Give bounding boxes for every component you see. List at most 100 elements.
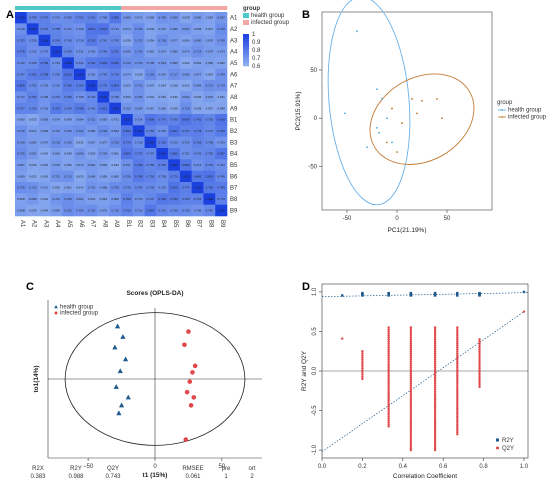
- perm-q2y-point: [387, 338, 390, 341]
- heatmap-cell-value: 0.726: [17, 152, 25, 156]
- heatmap-cell: [179, 125, 192, 137]
- heatmap-cell-value: 0.643: [41, 197, 49, 201]
- perm-q2y-point: [456, 392, 459, 396]
- heatmap-cell-value: 1.000: [52, 50, 60, 54]
- group-legend-label: health group: [251, 13, 285, 19]
- heatmap-cell: [15, 170, 28, 183]
- heatmap-cell-value: 0.753: [123, 208, 131, 212]
- perm-q2y-point: [456, 400, 459, 404]
- heatmap-cell: [38, 102, 51, 115]
- heatmap-cell: [109, 114, 122, 126]
- heatmap-cell: [191, 148, 204, 160]
- heatmap-cell-value: 0.632: [182, 61, 190, 65]
- heatmap-cell: [38, 182, 51, 194]
- color-scale-step: [243, 42, 249, 44]
- opls-point-health: [112, 344, 118, 350]
- opls-y-axis-label: to1(14%): [33, 365, 40, 392]
- pca-x-tick-label: -50: [343, 216, 352, 222]
- pca-point-infected: [441, 117, 443, 120]
- heatmap-cell-value: 0.725: [17, 186, 25, 190]
- heatmap-cell: [156, 193, 169, 205]
- heatmap-cell-value: 0.670: [76, 163, 84, 167]
- color-scale-step: [243, 45, 249, 48]
- heatmap-col-label: B6: [184, 220, 190, 228]
- group-bar-cell: [97, 6, 110, 10]
- perm-q2y-point: [456, 334, 459, 337]
- heatmap-cell-value: 0.687: [17, 163, 25, 167]
- heatmap-cell-value: 0.800: [170, 152, 178, 156]
- heatmap-cell-value: 0.701: [52, 197, 60, 201]
- heatmap-cell: [62, 204, 75, 217]
- heatmap-cell: [121, 57, 134, 69]
- heatmap-cell-value: 0.671: [41, 186, 49, 190]
- heatmap-cell: [156, 80, 169, 92]
- heatmap-cell: [203, 193, 216, 205]
- heatmap-cell-value: 0.718: [158, 38, 166, 42]
- pca-legend-swatch-dot: [501, 116, 503, 118]
- perm-q2y-point: [522, 310, 526, 313]
- perm-q2y-point: [433, 380, 437, 383]
- heatmap-cell: [203, 23, 216, 35]
- heatmap-cell: [156, 136, 169, 149]
- heatmap-cell-value: 0.680: [29, 140, 37, 144]
- heatmap-cell: [73, 23, 86, 35]
- heatmap-cell: [15, 148, 28, 160]
- heatmap-cell: [203, 12, 216, 24]
- pca-point-health: [376, 127, 378, 129]
- color-scale-step: [243, 56, 249, 59]
- heatmap-cell-value: 0.795: [206, 186, 214, 190]
- heatmap-cell-value: 0.637: [206, 106, 214, 110]
- heatmap-cell-value: 0.717: [17, 95, 25, 99]
- perm-q2y-point: [456, 354, 459, 357]
- perm-q2y-point: [433, 414, 437, 418]
- heatmap-cell: [156, 102, 169, 115]
- heatmap-cell-value: 0.630: [170, 95, 178, 99]
- perm-q2y-point: [409, 416, 413, 420]
- perm-q2y-point: [478, 342, 481, 345]
- heatmap-cell-value: 0.665: [111, 174, 119, 178]
- perm-q2y-point: [478, 377, 481, 380]
- perm-q2y-point: [433, 388, 437, 392]
- perm-q2y-point: [456, 402, 459, 406]
- group-bar-cell: [109, 6, 122, 10]
- heatmap-cell: [144, 34, 157, 47]
- heatmap-cell: [168, 91, 181, 103]
- heatmap-cell-value: 0.706: [217, 38, 225, 42]
- perm-q2y-point: [456, 408, 459, 412]
- heatmap-cell-value: 0.718: [135, 140, 143, 144]
- heatmap-cell-value: 1.000: [147, 140, 155, 144]
- heatmap-cell: [215, 12, 228, 24]
- heatmap-cell: [179, 91, 192, 103]
- heatmap-cell: [97, 102, 110, 115]
- heatmap-cell: [50, 57, 63, 69]
- heatmap-cell-value: 0.675: [100, 208, 108, 212]
- heatmap-cell: [132, 170, 145, 183]
- pca-legend-swatch-dot: [501, 109, 503, 111]
- heatmap-cell: [50, 91, 63, 103]
- perm-q2y-point: [433, 448, 437, 452]
- heatmap-cell-value: 0.718: [182, 106, 190, 110]
- heatmap-cell-value: 0.785: [217, 186, 225, 190]
- perm-x-tick-label: 1.0: [520, 464, 529, 470]
- heatmap-cell: [203, 148, 216, 160]
- perm-q2y-point: [433, 442, 437, 446]
- perm-q2y-point: [478, 344, 481, 347]
- heatmap-cell-value: 0.653: [123, 84, 131, 88]
- pca-point-infected: [411, 98, 413, 100]
- perm-q2y-point: [478, 379, 481, 382]
- heatmap-cell-value: 0.690: [41, 118, 49, 122]
- perm-q2y-point: [456, 328, 459, 331]
- heatmap-cell: [26, 34, 39, 47]
- opls-point-health: [114, 323, 121, 329]
- heatmap-cell: [144, 148, 157, 160]
- heatmap-cell: [109, 80, 122, 92]
- heatmap-cell: [168, 23, 181, 35]
- heatmap-cell: [203, 91, 216, 103]
- heatmap-cell: [50, 34, 63, 47]
- heatmap-cell-value: 0.647: [147, 84, 155, 88]
- opls-point-health: [118, 402, 125, 408]
- heatmap-cell: [73, 159, 86, 171]
- perm-q2y-point: [409, 354, 413, 357]
- perm-q2y-point: [433, 418, 437, 422]
